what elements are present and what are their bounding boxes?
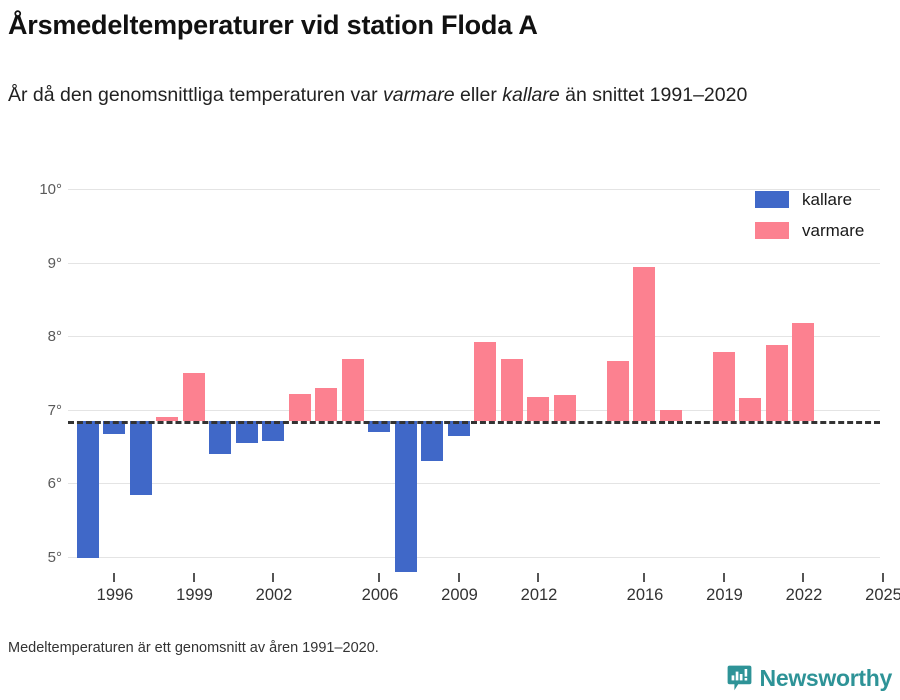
- x-axis-tick: [272, 573, 274, 582]
- chart-bar[interactable]: [659, 409, 682, 421]
- chart-bar[interactable]: [129, 421, 152, 496]
- x-axis-tick: [722, 573, 725, 582]
- chart-bar[interactable]: [633, 266, 655, 421]
- legend-item-kallare[interactable]: kallare: [755, 184, 864, 215]
- chart-footnote: Medeltemperaturen är ett genomsnitt av å…: [8, 640, 379, 656]
- brand-logo[interactable]: Newsworthy: [727, 664, 892, 692]
- x-axis-tick-label: 2025: [865, 586, 900, 604]
- legend-label: varmare: [802, 221, 865, 240]
- chart-bar[interactable]: [209, 421, 231, 455]
- chart-bar[interactable]: [447, 421, 470, 436]
- x-axis-tick: [643, 573, 645, 582]
- y-gridline: [68, 262, 880, 264]
- subtitle-text-1: År då den genomsnittliga temperaturen va…: [8, 84, 384, 106]
- x-axis-tick-label: 1999: [176, 586, 213, 604]
- page-title: Årsmedeltemperaturer vid station Floda A: [8, 10, 538, 40]
- x-axis-tick-label: 1996: [96, 586, 134, 604]
- chart-bar[interactable]: [712, 351, 735, 421]
- x-axis-tick-label: 2019: [706, 586, 743, 604]
- brand-name: Newsworthy: [759, 664, 893, 691]
- chart-bar[interactable]: [76, 421, 99, 559]
- average-reference-line: [68, 421, 880, 424]
- x-axis-tick: [192, 573, 195, 582]
- x-axis-tick-label: 2012: [520, 586, 558, 604]
- chart-bar[interactable]: [235, 421, 258, 444]
- chart-bar[interactable]: [606, 360, 629, 421]
- chart-bar[interactable]: [394, 421, 417, 572]
- legend-item-varmare[interactable]: varmare: [755, 215, 864, 246]
- newsworthy-bubble-icon: [727, 665, 752, 691]
- chart-bar[interactable]: [288, 393, 311, 421]
- chart-legend: kallare varmare: [755, 184, 864, 246]
- chart-bar[interactable]: [792, 322, 814, 421]
- subtitle-emphasis-varmare: varmare: [383, 84, 455, 106]
- chart-bar[interactable]: [262, 421, 284, 441]
- x-axis-tick: [537, 573, 539, 582]
- x-axis-tick-label: 2006: [361, 586, 399, 604]
- y-axis-tick-label: 10°: [39, 181, 62, 199]
- page-subtitle: År då den genomsnittliga temperaturen va…: [8, 80, 848, 110]
- chart-bar[interactable]: [103, 421, 125, 435]
- chart-bar[interactable]: [474, 341, 496, 421]
- legend-swatch-icon: [755, 191, 789, 208]
- subtitle-text-2: eller: [454, 84, 503, 106]
- x-axis-tick-label: 2009: [441, 586, 478, 604]
- chart-bar[interactable]: [553, 395, 576, 421]
- y-gridline: [68, 336, 880, 338]
- legend-label: kallare: [802, 190, 853, 209]
- chart-bar[interactable]: [341, 358, 364, 421]
- y-axis-tick-label: 5°: [47, 548, 62, 566]
- x-axis-tick: [457, 573, 460, 582]
- x-axis-tick: [113, 573, 115, 582]
- y-gridline: [68, 189, 880, 191]
- y-axis-tick-label: 6°: [47, 475, 62, 493]
- subtitle-text-3: än snittet 1991–2020: [559, 84, 748, 106]
- chart-bar[interactable]: [315, 387, 337, 421]
- y-axis-tick-label: 7°: [47, 401, 62, 419]
- chart-bar[interactable]: [527, 397, 549, 421]
- chart-bar[interactable]: [739, 398, 761, 421]
- x-axis-tick-label: 2002: [255, 586, 293, 604]
- chart-bar[interactable]: [765, 344, 788, 421]
- chart-bar[interactable]: [500, 358, 523, 421]
- x-axis-tick: [802, 573, 804, 582]
- y-axis-tick-label: 8°: [47, 328, 62, 346]
- y-axis-tick-label: 9°: [47, 254, 62, 272]
- y-gridline: [68, 556, 880, 558]
- x-axis-tick-label: 2016: [626, 586, 664, 604]
- chart-bar[interactable]: [182, 373, 205, 421]
- chart-bar[interactable]: [368, 421, 390, 433]
- chart-bar[interactable]: [421, 421, 443, 462]
- chart-bar[interactable]: [156, 417, 178, 421]
- x-axis-tick-label: 2022: [785, 586, 823, 604]
- subtitle-emphasis-kallare: kallare: [502, 84, 560, 106]
- x-axis-tick: [378, 573, 380, 582]
- legend-swatch-icon: [755, 222, 789, 239]
- y-gridline: [68, 483, 880, 485]
- x-axis-tick: [881, 573, 884, 582]
